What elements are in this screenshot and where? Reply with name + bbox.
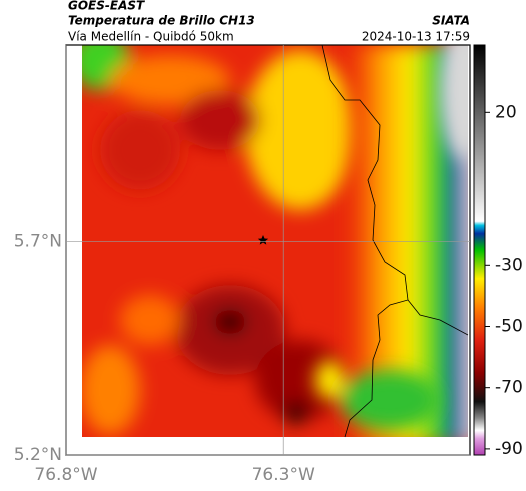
x-tick-label: 76.3°W [252, 465, 315, 485]
source: SIATA [432, 14, 470, 28]
colorbar-tick-label: -30 [495, 255, 523, 275]
y-tick-label: 5.2°N [14, 445, 62, 465]
datetime: 2024-10-13 17:59 [362, 30, 470, 44]
title: Temperatura de Brillo CH13 [68, 14, 255, 28]
colorbar-tick-label: -90 [495, 439, 523, 459]
colorbar [473, 44, 486, 456]
borders [321, 44, 469, 438]
city-marker [257, 235, 269, 245]
colorbar-tick-label: 20 [495, 102, 517, 122]
header-line1: GOES-EAST [68, 0, 145, 13]
y-tick-label: 5.7°N [14, 231, 62, 251]
colorbar-tick-label: -50 [495, 316, 523, 336]
x-tick-label: 76.8°W [34, 465, 97, 485]
subtitle: Vía Medellín - Quibdó 50km [68, 30, 234, 44]
colorbar-tick-label: -70 [495, 378, 523, 398]
imagery [82, 45, 468, 437]
